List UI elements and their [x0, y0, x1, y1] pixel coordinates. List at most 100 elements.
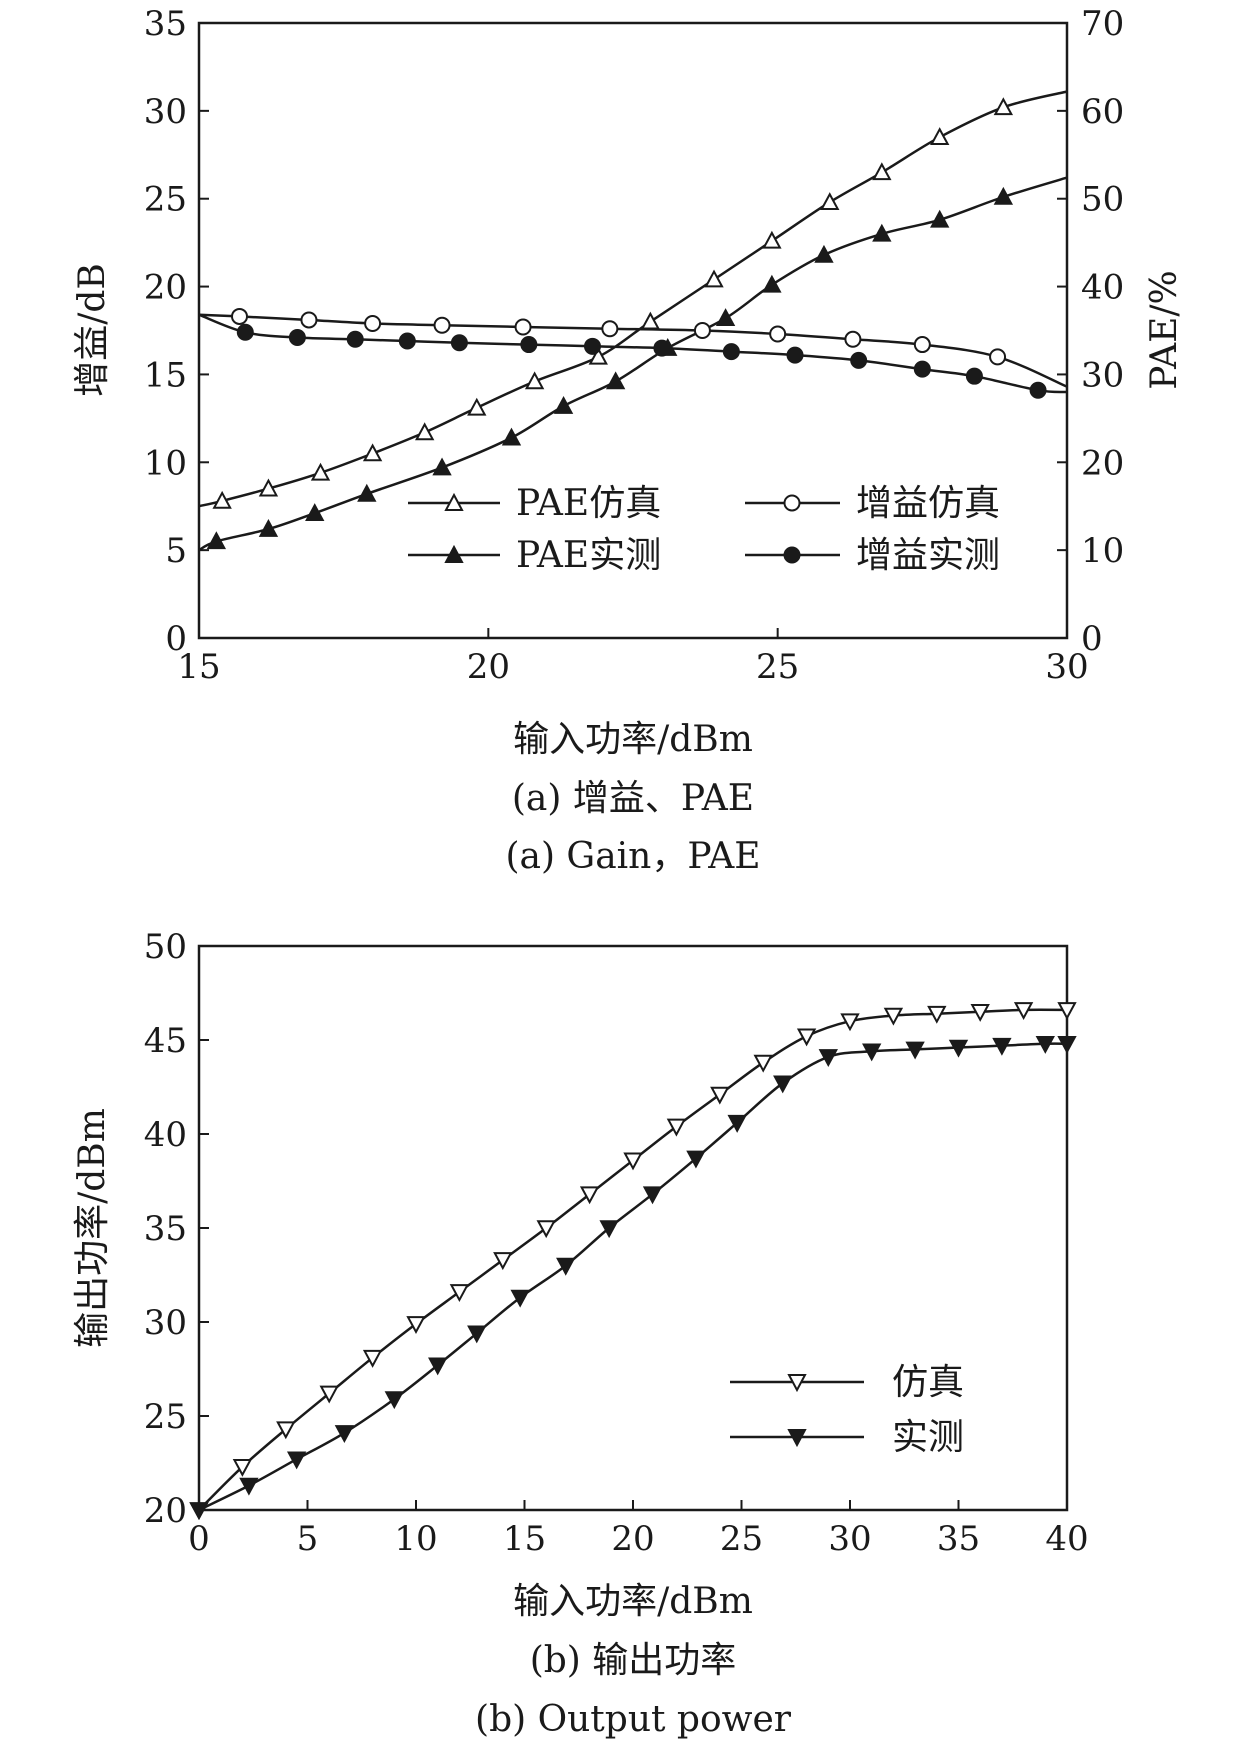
chart-a-point-s1-7 [553, 395, 574, 414]
chart-a-y-right-tick-label: 20 [1081, 443, 1124, 483]
legend-pae-sim: PAE仿真 [408, 483, 661, 524]
chart-b-y-tick-label: 25 [144, 1397, 187, 1437]
chart-b-x-tick-label: 25 [720, 1519, 763, 1559]
chart-b-x-tick-label: 10 [394, 1519, 437, 1559]
chart-a-caption-en: (a) Gain，PAE [505, 836, 760, 877]
chart-a-point-s0-13 [872, 162, 892, 181]
chart-a-point-s1-2 [258, 518, 279, 537]
chart-b-point-s0-4 [362, 1349, 383, 1368]
chart-a-point-s3-6 [520, 336, 538, 354]
chart-a-series-markers [206, 97, 1047, 550]
legend-meas: 实测 [730, 1417, 964, 1458]
chart-a-point-s0-15 [993, 97, 1014, 116]
chart-b-point-s1-11 [686, 1150, 706, 1169]
chart-a-y-left-tick-label: 5 [165, 531, 187, 571]
chart-a-point-s1-3 [305, 503, 325, 522]
chart-a-point-s2-9 [844, 330, 862, 348]
chart-a-point-s2-7 [693, 322, 711, 339]
chart-a-point-s2-8 [769, 325, 787, 343]
chart-a-point-s1-12 [814, 244, 834, 263]
chart-b-y-label: 输出功率/dBm [72, 1108, 113, 1348]
chart-b-series-markers [189, 1002, 1077, 1521]
chart-b-point-s1-15 [862, 1043, 882, 1062]
chart-a-point-s1-5 [432, 457, 452, 476]
chart-b-x-label: 输入功率/dBm [513, 1581, 753, 1622]
chart-b-point-s1-18 [992, 1037, 1012, 1056]
chart-b-point-s1-16 [905, 1041, 925, 1060]
legend-marker-circle-open [783, 494, 801, 512]
chart-b-point-s0-17 [927, 1005, 947, 1024]
chart-a-point-s2-4 [433, 316, 451, 334]
chart-b-point-s1-14 [818, 1049, 838, 1068]
chart-a-point-s3-13 [965, 367, 983, 385]
chart-a-point-s1-10 [715, 308, 736, 326]
chart-a-point-s3-4 [398, 332, 416, 350]
legend-label-meas: 实测 [892, 1417, 964, 1458]
chart-a-point-s1-4 [357, 483, 377, 502]
chart-a-x-label: 输入功率/dBm [513, 719, 753, 760]
legend-label-pae-sim: PAE仿真 [516, 483, 661, 524]
legend-label-gain-meas: 增益实测 [856, 535, 1000, 576]
chart-a-y-left-tick-label: 25 [144, 180, 187, 220]
chart-b-caption-cn: (b) 输出功率 [530, 1640, 737, 1681]
legend-marker-triangle-down-open [787, 1374, 807, 1393]
chart-a-y-right-tick-label: 40 [1081, 268, 1124, 308]
chart-a-point-s3-9 [722, 343, 740, 361]
chart-a-point-s2-5 [514, 318, 532, 336]
chart-b-point-s1-3 [334, 1425, 355, 1444]
chart-a-point-s1-14 [930, 209, 950, 228]
chart-a-y-right-tick-label: 0 [1081, 619, 1103, 659]
chart-a-point-s0-6 [467, 397, 487, 416]
chart-b-point-s1-6 [467, 1325, 487, 1344]
chart-a-plot-frame [197, 21, 1069, 640]
chart-a-x-tick-label: 20 [467, 647, 510, 687]
chart-a-point-s0-12 [820, 192, 840, 211]
legend-gain-meas: 增益实测 [745, 535, 1000, 576]
chart-b-point-s0-20 [1057, 1002, 1077, 1021]
chart-b-point-s0-8 [536, 1220, 556, 1239]
chart-b-ticks: 0 5 10 15 20 25 30 35 40 20 25 30 35 40 45 50 [144, 927, 1089, 1559]
chart-b-point-s1-12 [727, 1114, 747, 1133]
chart-b-y-tick-label: 35 [144, 1209, 187, 1249]
chart-a-x-tick-label: 25 [756, 647, 799, 687]
chart-a-point-s2-6 [601, 320, 619, 338]
chart-b-point-s1-7 [510, 1289, 530, 1308]
chart-b-point-s1-2 [286, 1451, 307, 1470]
chart-a-point-s0-1 [212, 490, 232, 509]
legend-label-sim: 仿真 [892, 1362, 964, 1403]
chart-a-caption-cn: (a) 增益、PAE [512, 778, 754, 819]
chart-a-x-tick-label: 30 [1045, 647, 1088, 687]
chart-b-point-s0-19 [1013, 1002, 1034, 1021]
chart-b-point-s0-5 [406, 1316, 426, 1334]
chart-a-point-s2-11 [989, 348, 1007, 366]
chart-b-point-s0-10 [623, 1152, 643, 1171]
chart-a-legend: PAE仿真 PAE实测 增益仿真 增益实测 [408, 483, 1000, 576]
chart-a-y-right-tick-label: 30 [1081, 355, 1124, 395]
chart-b-x-tick-label: 5 [297, 1519, 319, 1559]
legend-marker-triangle-up-filled [444, 544, 464, 563]
legend-label-gain-sim: 增益仿真 [856, 483, 1000, 524]
chart-b-point-s1-13 [773, 1075, 793, 1094]
chart-b-x-tick-label: 0 [188, 1519, 210, 1559]
chart-a-point-s1-15 [993, 186, 1014, 205]
chart-a-point-s3-12 [913, 360, 931, 378]
chart-a-y-left-tick-label: 20 [144, 268, 187, 308]
chart-a-x-tick-label: 15 [177, 647, 220, 687]
chart-b-point-s1-9 [599, 1220, 619, 1239]
chart-b-point-s1-8 [556, 1257, 576, 1276]
chart-a-point-s2-1 [231, 307, 249, 325]
chart-a-point-s0-11 [762, 230, 782, 249]
chart-a-point-s1-1 [206, 531, 227, 550]
chart-a-y-left-tick-label: 15 [144, 355, 187, 395]
chart-a-y-right-tick-label: 10 [1081, 531, 1124, 571]
chart-b-point-s0-7 [493, 1252, 513, 1271]
legend-sim: 仿真 [730, 1362, 964, 1403]
chart-b-x-tick-label: 40 [1045, 1519, 1088, 1559]
chart-a-point-s3-7 [583, 337, 601, 355]
chart-a-series-line-2 [198, 313, 1068, 388]
chart-a-point-s3-11 [850, 351, 868, 369]
chart-b-point-s1-10 [642, 1186, 663, 1205]
chart-a-point-s3-2 [288, 329, 306, 347]
